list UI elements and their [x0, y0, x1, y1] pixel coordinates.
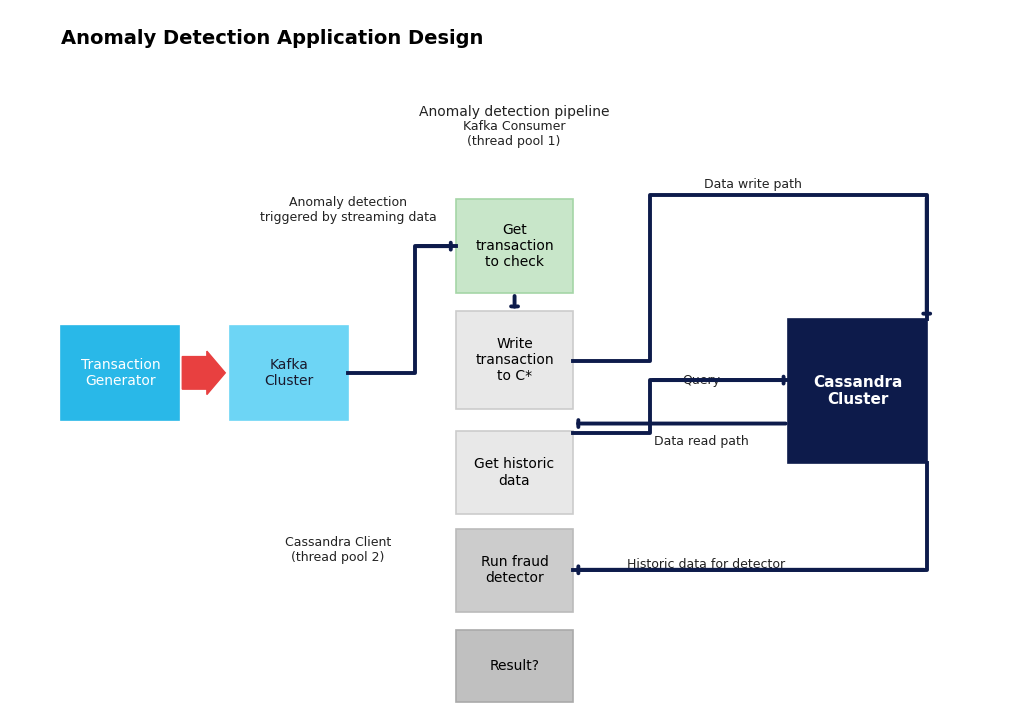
FancyBboxPatch shape: [456, 630, 573, 702]
Text: Query: Query: [682, 374, 721, 387]
FancyBboxPatch shape: [456, 529, 573, 612]
FancyBboxPatch shape: [61, 326, 179, 420]
FancyBboxPatch shape: [456, 431, 573, 514]
Text: Data read path: Data read path: [654, 435, 749, 448]
Text: Get historic
data: Get historic data: [474, 458, 555, 487]
FancyBboxPatch shape: [788, 319, 927, 463]
FancyBboxPatch shape: [230, 326, 348, 420]
Text: Kafka Consumer
(thread pool 1): Kafka Consumer (thread pool 1): [463, 120, 565, 148]
Text: Result?: Result?: [489, 659, 540, 673]
Text: Anomaly detection pipeline: Anomaly detection pipeline: [419, 106, 609, 119]
Text: Get
transaction
to check: Get transaction to check: [475, 223, 554, 269]
Text: Anomaly detection
triggered by streaming data: Anomaly detection triggered by streaming…: [260, 196, 436, 224]
FancyArrow shape: [182, 351, 225, 395]
Text: Cassandra
Cluster: Cassandra Cluster: [813, 375, 902, 407]
Text: Transaction
Generator: Transaction Generator: [81, 358, 160, 388]
Text: Write
transaction
to C*: Write transaction to C*: [475, 337, 554, 384]
Text: Cassandra Client
(thread pool 2): Cassandra Client (thread pool 2): [285, 536, 391, 564]
Text: Data write path: Data write path: [703, 178, 802, 191]
FancyBboxPatch shape: [456, 311, 573, 409]
FancyBboxPatch shape: [456, 199, 573, 293]
Text: Kafka
Cluster: Kafka Cluster: [264, 358, 314, 388]
Text: Historic data for detector: Historic data for detector: [628, 558, 785, 571]
Text: Anomaly Detection Application Design: Anomaly Detection Application Design: [61, 29, 483, 48]
Text: Run fraud
detector: Run fraud detector: [480, 555, 549, 585]
